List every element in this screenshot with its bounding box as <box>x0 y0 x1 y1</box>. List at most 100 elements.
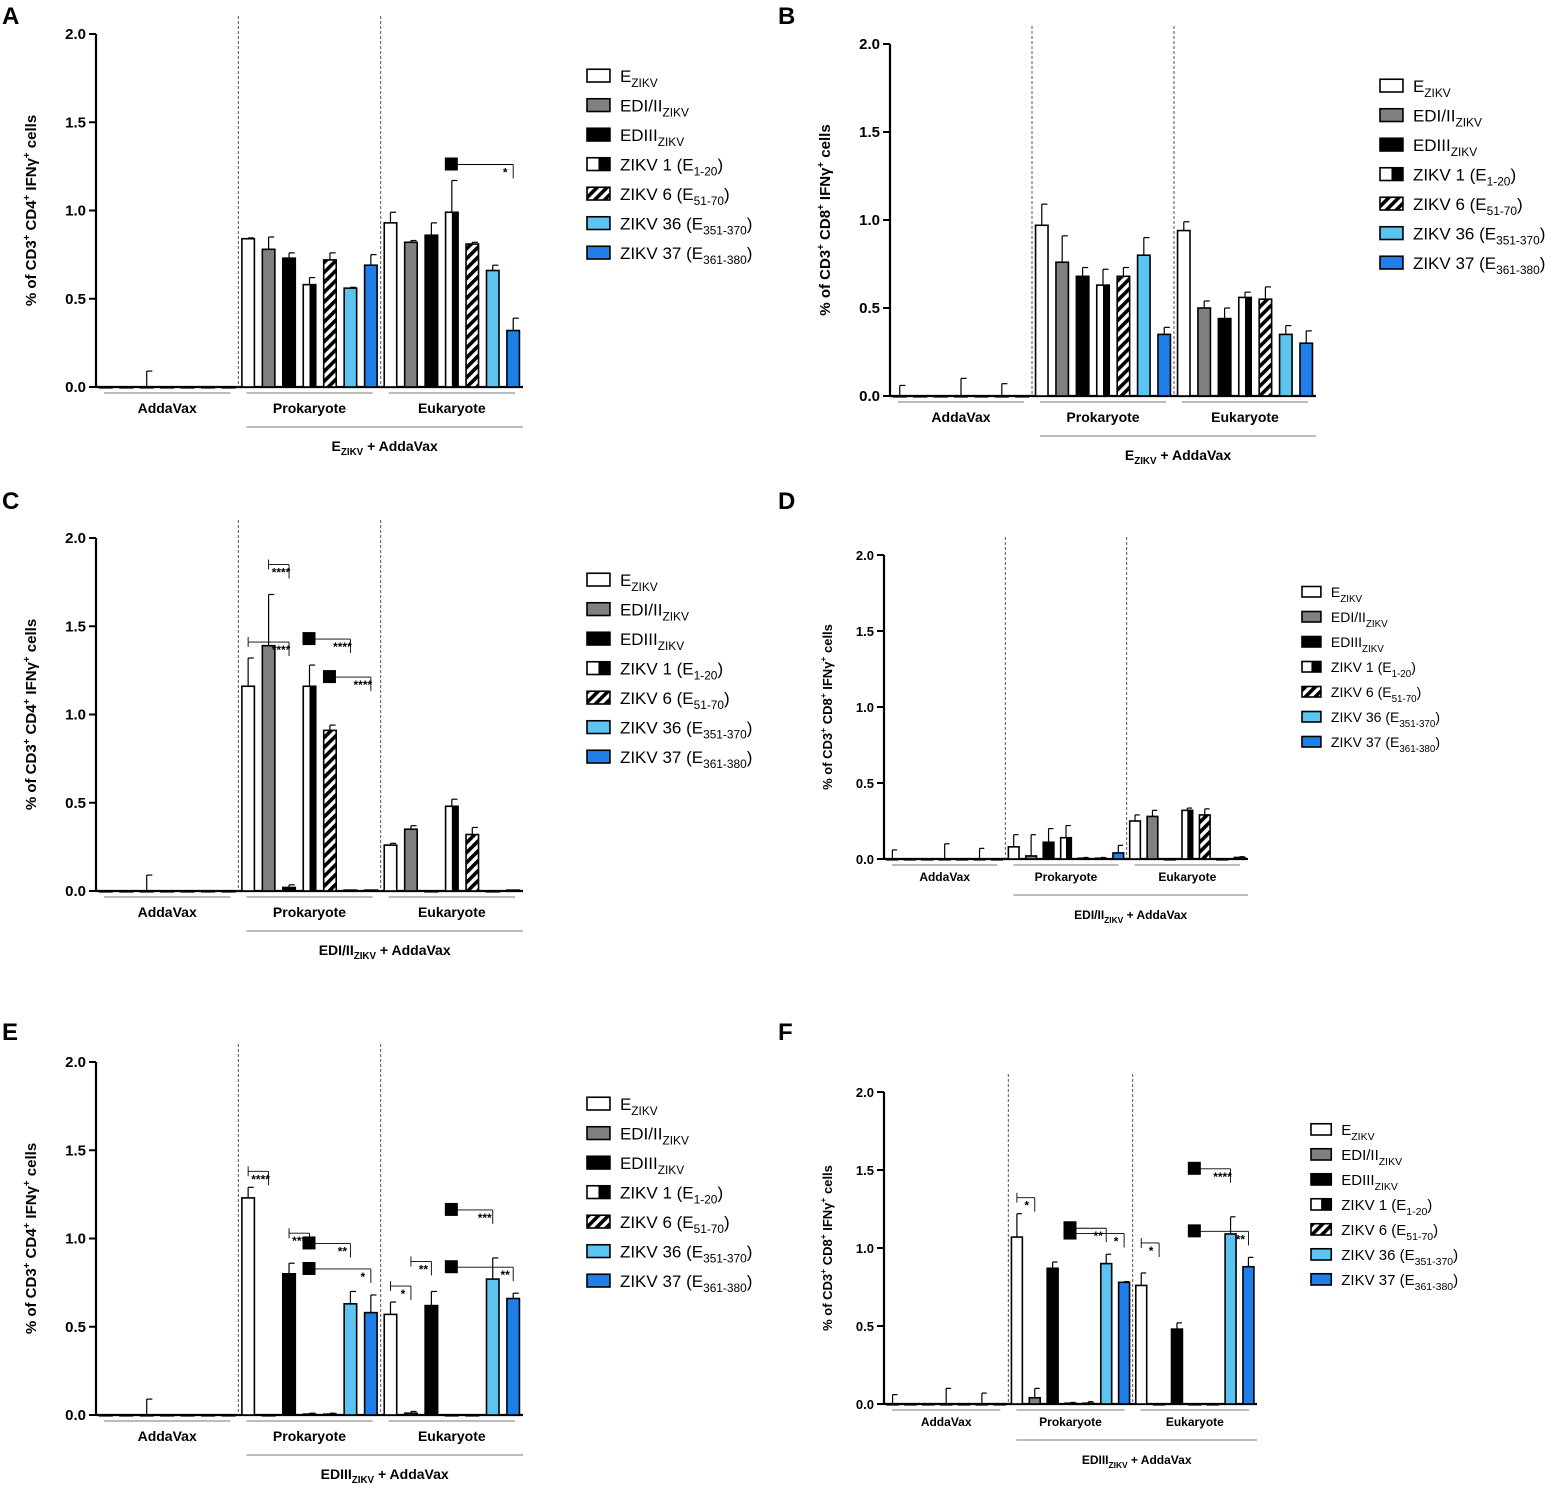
bar-ediii <box>424 1304 439 1416</box>
bar-ediii <box>281 1273 297 1416</box>
panel-letter: F <box>778 1019 793 1046</box>
legend-label: EZIKV <box>1341 1122 1374 1143</box>
y-axis-label: % of CD3+​ CD4+​ IFNγ+​ cells <box>22 1143 40 1334</box>
square-marker <box>302 632 316 646</box>
bar-zikv-37 <box>363 1311 378 1416</box>
legend-label: ZIKV 6 (E51-70) <box>1413 195 1523 218</box>
bar-zikv-1-stripe <box>1103 285 1110 396</box>
bar-ediii <box>139 386 154 389</box>
legend: EZIKV EDI/IIZIKV EDIIIZIKV ZIKV 1 (E1-20) ZI… <box>586 1095 752 1295</box>
group-label: AddaVax <box>921 1415 972 1429</box>
bar-zikv-6 <box>180 386 195 389</box>
bar-zikv-37 <box>506 329 521 388</box>
panel-e: E 0.0 0.5 1.0 1.5 2.0 % of CD3+​ CD4+​ IFNγ+​ … <box>2 1019 752 1486</box>
bar-edi-ii <box>119 386 134 389</box>
bar-e <box>383 844 398 892</box>
bar-ediii <box>139 890 154 893</box>
bar-zikv-36 <box>1136 254 1151 397</box>
bar-zikv-36 <box>201 1414 216 1417</box>
significance-annotation: **** <box>302 632 352 654</box>
bar-ediii <box>424 234 439 388</box>
legend-swatch <box>586 631 611 646</box>
legend-label: ZIKV 1 (E1-20) <box>1331 659 1416 680</box>
legend-swatch <box>586 1125 611 1141</box>
y-tick-label: 0.0 <box>65 883 86 900</box>
legend-swatch <box>1310 1222 1333 1236</box>
bar-zikv-6 <box>957 1403 971 1406</box>
y-tick-label: 1.0 <box>856 1241 874 1256</box>
significance-stars: **** <box>272 643 291 657</box>
legend-label: EZIKV <box>620 67 658 90</box>
group-label: Prokaryote <box>1035 870 1098 884</box>
legend-label: ZIKV 37 (E361-380) <box>1413 254 1545 277</box>
bar-zikv-1-stripe <box>1245 297 1252 396</box>
bar-zikv-1-stripe <box>1187 810 1193 859</box>
y-axis-label: % of CD3+​ CD4+​ IFNγ+​ cells <box>22 619 40 810</box>
y-tick-label: 0.5 <box>65 291 86 308</box>
legend: EZIKV EDI/IIZIKV EDIIIZIKV ZIKV 1 (E1-20) ZI… <box>1379 77 1545 277</box>
legend-swatch <box>586 572 611 587</box>
bar-edi-ii <box>1025 855 1038 860</box>
panel-letter: E <box>2 1019 18 1046</box>
legend-swatch-stripe <box>598 661 610 675</box>
bar-zikv-36 <box>1094 857 1107 860</box>
significance-stars: **** <box>272 565 291 579</box>
panel-d: D 0.0 0.5 1.0 1.5 2.0 % of CD3+​ CD8+​ IFNγ+​ … <box>778 488 1440 925</box>
bar-e <box>241 237 256 388</box>
legend-swatch <box>586 1096 611 1111</box>
bar-edi-ii <box>261 1414 276 1417</box>
bar-zikv-36 <box>1216 858 1229 861</box>
legend-swatch <box>1310 1247 1333 1261</box>
legend-swatch-stripe <box>1311 661 1321 672</box>
bar-zikv-37 <box>506 1297 521 1416</box>
y-tick-label: 0.0 <box>65 1407 86 1424</box>
square-marker <box>1187 1224 1201 1238</box>
square-marker <box>444 157 458 171</box>
significance-annotation: * <box>390 1281 412 1301</box>
legend-label: ZIKV 1 (E1-20) <box>620 660 723 683</box>
legend-label: ZIKV 6 (E51-70) <box>1341 1222 1438 1243</box>
y-axis-label: % of CD3+​ CD8+​ IFNγ+​ cells <box>818 624 835 790</box>
y-tick-label: 2.0 <box>859 36 880 53</box>
panel-a: A 0.0 0.5 1.0 1.5 2.0 % of CD3+​ CD4+​ IFNγ+​ … <box>2 3 752 458</box>
significance-annotation: **** <box>247 637 291 657</box>
legend-swatch <box>586 97 611 113</box>
y-tick-label: 1.0 <box>859 212 880 229</box>
bar-zikv-37 <box>1015 395 1030 398</box>
panel-b: B 0.0 0.5 1.0 1.5 2.0 % of CD3+​ CD8+​ IFNγ+​ … <box>778 3 1545 467</box>
immunogen-label: EDIIIZIKV + AddaVax <box>321 1466 449 1486</box>
significance-stars: * <box>503 165 508 179</box>
bar-edi-ii <box>1055 261 1070 397</box>
y-tick-label: 0.5 <box>65 1319 86 1336</box>
bar-e <box>1034 224 1049 397</box>
group-label: Prokaryote <box>273 1428 346 1444</box>
group-label: Prokaryote <box>1066 409 1139 425</box>
significance-stars: *** <box>478 1211 492 1225</box>
y-tick-label: 1.0 <box>65 1231 86 1248</box>
bar-ediii <box>922 1403 935 1406</box>
legend-label: EDI/IIZIKV <box>1413 107 1482 130</box>
bar-edi-ii <box>403 1412 418 1416</box>
significance-stars: **** <box>1213 1170 1232 1184</box>
bar-ediii <box>281 257 297 388</box>
bar-zikv-6 <box>465 833 480 892</box>
legend-label: ZIKV 37 (E361-380) <box>620 748 752 771</box>
legend-swatch <box>586 1273 611 1288</box>
bar-ediii <box>281 886 297 892</box>
bar-edi-ii <box>1028 1396 1042 1405</box>
group-label: Eukaryote <box>1166 1415 1224 1429</box>
bar-e <box>98 1414 113 1417</box>
y-axis-label: % of CD3+​ CD8+​ IFNγ+​ cells <box>818 1165 835 1331</box>
y-tick-label: 1.5 <box>856 624 874 639</box>
y-tick-label: 1.5 <box>859 124 880 141</box>
bar-zikv-37 <box>1242 1265 1255 1405</box>
bar-zikv-6 <box>1198 814 1211 860</box>
legend-swatch-stripe <box>1321 1198 1332 1210</box>
bar-zikv-37 <box>1112 852 1125 860</box>
legend-swatch <box>1301 710 1322 723</box>
significance-annotation: **** <box>322 670 373 692</box>
legend-swatch <box>586 245 611 260</box>
bar-zikv-36 <box>343 889 358 892</box>
legend-label: ZIKV 36 (E351-370) <box>620 1243 752 1266</box>
